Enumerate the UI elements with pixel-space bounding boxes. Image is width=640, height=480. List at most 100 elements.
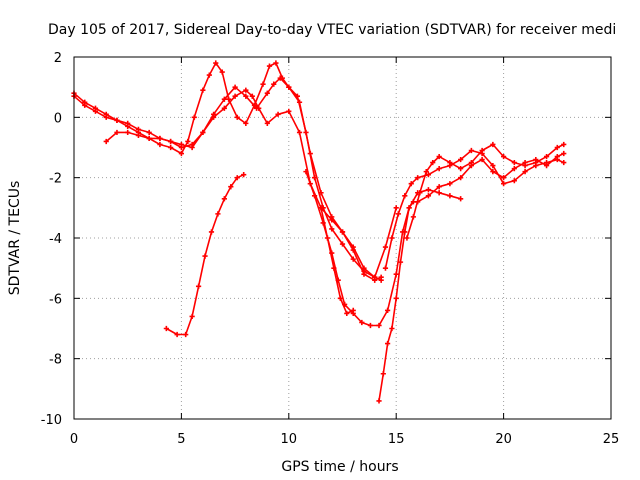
y-tick-label: 0 bbox=[54, 111, 62, 126]
data-point bbox=[417, 190, 423, 196]
data-point bbox=[447, 159, 453, 166]
data-point bbox=[385, 307, 391, 313]
data-point bbox=[234, 114, 240, 120]
data-point bbox=[125, 129, 131, 136]
y-tick-label: -4 bbox=[49, 232, 62, 247]
data-point bbox=[350, 307, 356, 313]
data-point bbox=[479, 147, 485, 154]
data-point bbox=[561, 159, 567, 166]
data-point bbox=[213, 60, 219, 66]
y-tick-label: -2 bbox=[49, 172, 62, 187]
data-point bbox=[447, 193, 453, 199]
data-point bbox=[393, 205, 399, 211]
data-point bbox=[178, 150, 184, 157]
data-point bbox=[393, 295, 399, 301]
series-arc-6 bbox=[376, 150, 567, 404]
series-group bbox=[71, 60, 567, 404]
data-point bbox=[221, 105, 227, 111]
data-point bbox=[376, 398, 382, 404]
data-point bbox=[243, 93, 249, 99]
data-point bbox=[389, 235, 395, 241]
data-point bbox=[135, 132, 142, 139]
data-point bbox=[234, 175, 240, 181]
data-point bbox=[372, 274, 378, 280]
x-tick-label: 15 bbox=[388, 432, 405, 447]
data-point bbox=[185, 138, 191, 145]
data-point bbox=[361, 265, 367, 271]
data-point bbox=[402, 229, 408, 235]
data-point bbox=[189, 144, 195, 151]
data-point bbox=[114, 117, 120, 123]
x-tick-label: 25 bbox=[603, 432, 620, 447]
data-point bbox=[395, 211, 401, 217]
data-point bbox=[490, 163, 496, 169]
data-point bbox=[436, 184, 442, 190]
data-point bbox=[296, 129, 303, 136]
data-point bbox=[275, 111, 281, 117]
data-point bbox=[359, 319, 365, 326]
data-point bbox=[251, 102, 258, 108]
data-point bbox=[415, 175, 421, 181]
data-point bbox=[329, 226, 335, 232]
data-point bbox=[103, 138, 109, 145]
data-point bbox=[103, 114, 109, 120]
data-point bbox=[219, 69, 225, 75]
data-point bbox=[501, 153, 507, 160]
data-point bbox=[215, 211, 221, 217]
data-point bbox=[543, 153, 550, 160]
data-point bbox=[425, 172, 432, 178]
data-point bbox=[195, 283, 202, 289]
data-point bbox=[294, 93, 300, 99]
data-point bbox=[273, 60, 279, 66]
data-point bbox=[200, 87, 206, 93]
data-point bbox=[146, 135, 152, 142]
x-tick-label: 10 bbox=[281, 432, 298, 447]
data-point bbox=[408, 181, 414, 187]
data-point bbox=[380, 371, 386, 377]
data-point bbox=[168, 144, 174, 151]
series-arc-3 bbox=[103, 87, 399, 280]
data-point bbox=[436, 166, 442, 172]
data-point bbox=[522, 169, 528, 175]
data-point bbox=[385, 340, 391, 347]
series-arc-9 bbox=[163, 172, 247, 338]
data-point bbox=[382, 244, 389, 250]
data-point bbox=[191, 114, 197, 120]
data-point bbox=[522, 163, 528, 169]
ticks bbox=[73, 56, 612, 420]
data-point bbox=[511, 159, 517, 166]
series-arc-8 bbox=[404, 141, 567, 241]
data-point bbox=[406, 205, 412, 211]
data-point bbox=[178, 141, 184, 148]
series-arc-7 bbox=[382, 147, 567, 271]
data-point bbox=[200, 129, 206, 136]
data-point bbox=[402, 193, 408, 199]
data-point bbox=[82, 102, 88, 108]
data-point bbox=[206, 72, 212, 78]
data-point bbox=[311, 193, 318, 199]
data-point bbox=[318, 205, 324, 211]
data-point bbox=[168, 138, 174, 145]
data-point bbox=[350, 256, 356, 262]
data-point bbox=[157, 135, 163, 142]
data-point bbox=[350, 244, 356, 250]
data-point bbox=[189, 313, 195, 320]
data-point bbox=[511, 178, 517, 184]
data-point bbox=[324, 235, 331, 241]
data-point bbox=[339, 241, 346, 247]
data-point bbox=[397, 259, 404, 265]
data-point bbox=[303, 129, 309, 136]
data-point bbox=[458, 196, 464, 202]
data-point bbox=[146, 129, 152, 136]
x-tick-label: 5 bbox=[177, 432, 185, 447]
data-point bbox=[311, 175, 318, 181]
data-point bbox=[490, 169, 496, 175]
data-point bbox=[183, 331, 189, 338]
data-point bbox=[430, 159, 436, 166]
data-point bbox=[303, 169, 309, 175]
data-point bbox=[425, 187, 432, 193]
data-point bbox=[331, 265, 337, 271]
data-point bbox=[447, 181, 453, 187]
data-point bbox=[425, 193, 432, 199]
data-point bbox=[226, 96, 232, 102]
